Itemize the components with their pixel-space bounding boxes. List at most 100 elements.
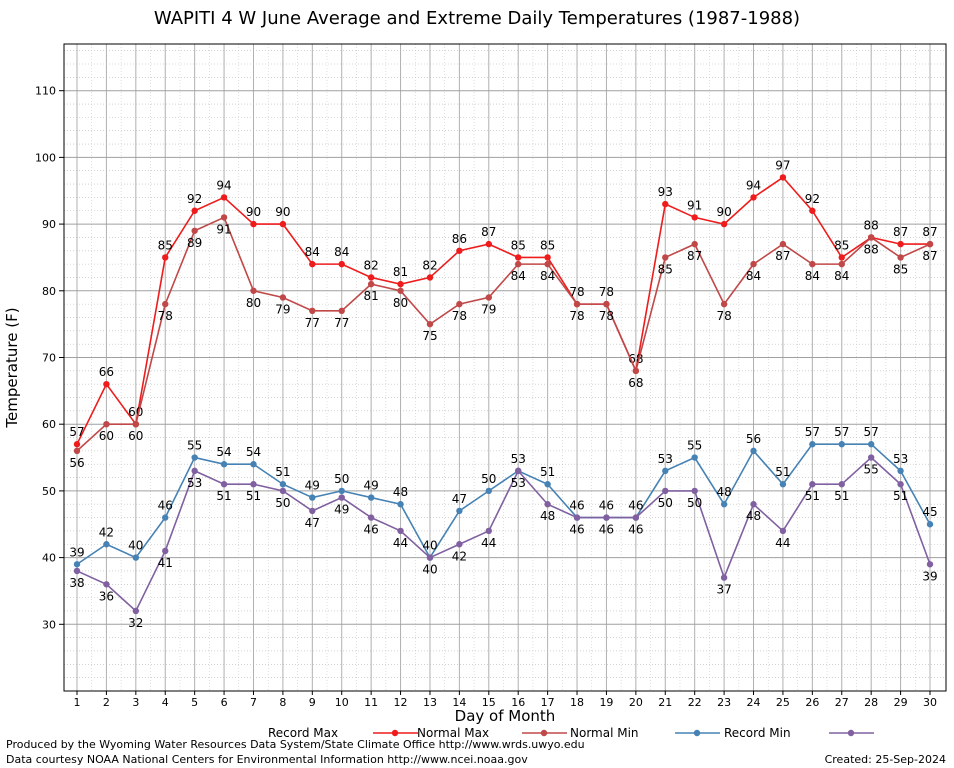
y-tick-label: 60 xyxy=(42,418,56,431)
normal-min-data-label: 50 xyxy=(334,472,349,486)
record-max-point xyxy=(691,214,698,221)
normal-max-data-label: 85 xyxy=(658,262,673,276)
record-max-point xyxy=(750,194,757,201)
record-min-point xyxy=(691,487,698,495)
record-min-data-label: 51 xyxy=(246,489,261,503)
record-min-data-label: 40 xyxy=(422,563,437,577)
record-max-data-label: 78 xyxy=(599,285,614,299)
record-max-data-label: 82 xyxy=(363,258,378,272)
legend-label-normal-max: Normal Max xyxy=(417,726,489,740)
normal-min-data-label: 54 xyxy=(246,445,261,459)
x-tick-label: 6 xyxy=(221,696,228,709)
normal-max-data-label: 78 xyxy=(599,309,614,323)
x-tick-label: 9 xyxy=(309,696,316,709)
record-min-point xyxy=(426,554,434,561)
normal-min-point xyxy=(367,494,375,501)
record-min-data-label: 50 xyxy=(687,496,702,510)
record-min-point xyxy=(838,481,845,488)
y-tick-label: 70 xyxy=(42,351,56,364)
normal-min-data-label: 48 xyxy=(716,485,731,499)
record-min-point xyxy=(809,481,816,488)
normal-min-point xyxy=(279,481,287,488)
record-max-point xyxy=(779,174,787,181)
normal-min-data-label: 47 xyxy=(452,492,467,506)
normal-min-data-label: 39 xyxy=(69,545,84,559)
record-min-point xyxy=(750,501,757,508)
record-max-data-label: 90 xyxy=(716,205,731,219)
normal-min-point xyxy=(779,481,787,488)
record-min-data-label: 39 xyxy=(922,569,937,583)
normal-max-point xyxy=(691,240,698,248)
x-tick-label: 16 xyxy=(511,696,525,709)
normal-min-data-label: 55 xyxy=(687,439,702,453)
record-max-point xyxy=(662,200,669,208)
record-max-data-label: 57 xyxy=(69,425,84,439)
normal-min-data-label: 51 xyxy=(275,465,290,479)
record-min-data-label: 44 xyxy=(775,536,790,550)
record-max-point xyxy=(309,260,316,268)
record-min-point xyxy=(456,541,463,548)
record-max-point xyxy=(191,207,198,214)
record-max-point xyxy=(338,260,345,268)
record-min-data-label: 46 xyxy=(599,523,614,537)
record-min-point xyxy=(338,494,345,501)
normal-max-data-label: 87 xyxy=(922,249,937,263)
record-min-point xyxy=(720,574,728,581)
record-min-point xyxy=(779,527,787,535)
normal-min-data-label: 46 xyxy=(158,499,173,513)
normal-max-data-label: 80 xyxy=(246,296,261,310)
x-tick-label: 13 xyxy=(423,696,437,709)
y-tick-label: 30 xyxy=(42,618,56,631)
record-min-point xyxy=(132,607,140,615)
record-max-point xyxy=(250,220,257,228)
record-min-data-label: 46 xyxy=(628,523,643,537)
record-max-point xyxy=(220,194,228,201)
normal-min-point xyxy=(103,541,110,548)
x-tick-label: 8 xyxy=(279,696,286,709)
normal-max-point xyxy=(73,447,81,455)
record-min-data-label: 48 xyxy=(746,509,761,523)
normal-max-point xyxy=(573,300,581,308)
normal-max-point xyxy=(279,294,287,301)
record-max-data-label: 93 xyxy=(658,185,673,199)
x-tick-label: 15 xyxy=(482,696,496,709)
record-max-data-label: 87 xyxy=(922,225,937,239)
record-min-point xyxy=(632,514,640,521)
record-max-point xyxy=(456,247,463,254)
record-min-data-label: 51 xyxy=(805,489,820,503)
record-min-point xyxy=(250,481,257,488)
y-tick-label: 40 xyxy=(42,552,56,565)
y-axis-label: Temperature (F) xyxy=(3,307,21,428)
normal-min-data-label: 53 xyxy=(893,452,908,466)
y-tick-label: 100 xyxy=(35,151,56,164)
record-min-point xyxy=(926,561,934,568)
record-max-data-label: 94 xyxy=(746,178,761,192)
record-max-point xyxy=(515,254,522,261)
normal-max-point xyxy=(603,300,610,308)
normal-min-point xyxy=(544,481,551,488)
record-max-point xyxy=(426,274,434,281)
normal-min-point xyxy=(191,454,198,461)
record-min-data-label: 50 xyxy=(275,496,290,510)
normal-max-line xyxy=(76,216,931,452)
x-tick-label: 3 xyxy=(132,696,139,709)
footer-created-date: Created: 25-Sep-2024 xyxy=(824,753,946,766)
x-tick-label: 18 xyxy=(570,696,584,709)
normal-min-data-label: 53 xyxy=(658,452,673,466)
x-tick-label: 30 xyxy=(923,696,937,709)
normal-max-data-label: 68 xyxy=(628,376,643,390)
x-tick-label: 20 xyxy=(629,696,643,709)
normal-min-data-label: 40 xyxy=(128,539,143,553)
normal-max-point xyxy=(191,227,198,234)
normal-max-data-label: 78 xyxy=(158,309,173,323)
normal-min-data-label: 49 xyxy=(305,479,320,493)
normal-max-point xyxy=(897,254,904,261)
normal-max-point xyxy=(456,300,463,308)
record-max-data-label: 90 xyxy=(275,205,290,219)
record-min-data-label: 36 xyxy=(99,589,114,603)
record-max-point xyxy=(485,240,492,248)
legend-marker-record-min xyxy=(847,729,855,737)
legend-marker-record-max xyxy=(391,729,399,737)
record-max-data-label: 85 xyxy=(834,238,849,252)
normal-min-data-label: 51 xyxy=(540,465,555,479)
